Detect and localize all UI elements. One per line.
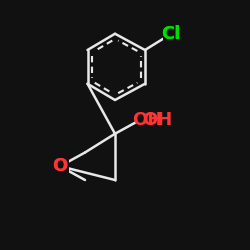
- Text: Cl: Cl: [162, 25, 181, 43]
- Text: OH: OH: [142, 111, 173, 129]
- FancyBboxPatch shape: [136, 111, 159, 129]
- FancyBboxPatch shape: [51, 158, 69, 175]
- Text: OH: OH: [132, 111, 163, 129]
- FancyBboxPatch shape: [162, 25, 180, 42]
- Text: O: O: [52, 157, 68, 175]
- Text: Cl: Cl: [162, 25, 181, 43]
- Text: O: O: [52, 157, 68, 175]
